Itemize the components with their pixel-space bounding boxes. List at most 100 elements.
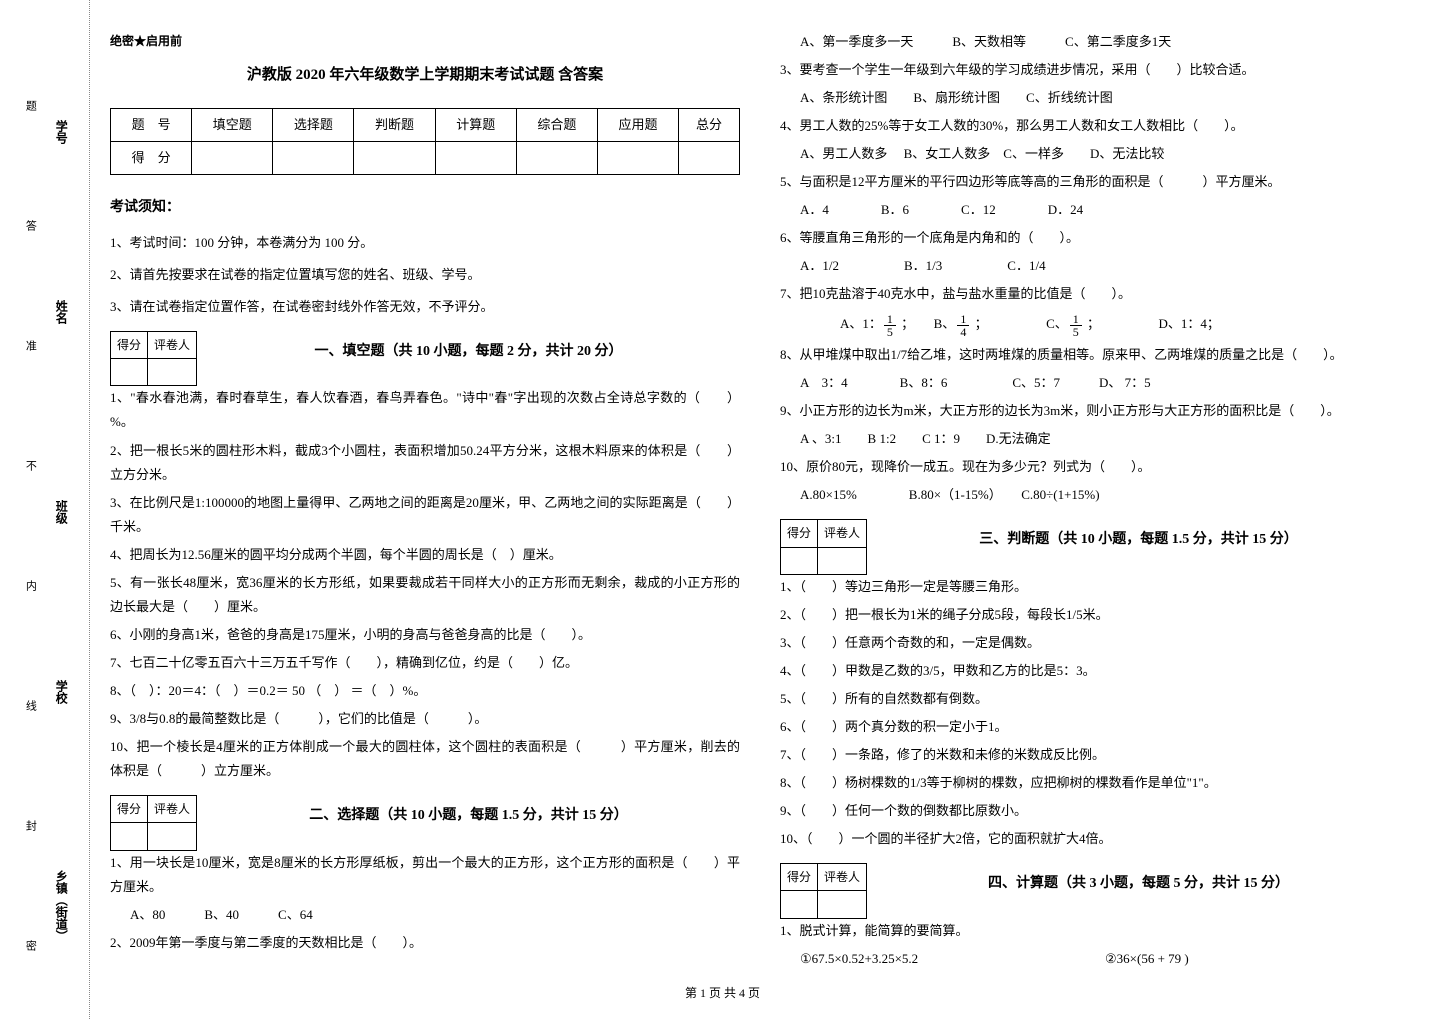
left-column: 绝密★启用前 沪教版 2020 年六年级数学上学期期末考试试题 含答案 题 号 … xyxy=(110,30,740,971)
fraction: 14 xyxy=(957,313,969,338)
right-column: A、第一季度多一天 B、天数相等 C、第二季度多1天 3、要考查一个学生一年级到… xyxy=(780,30,1410,971)
question: 1、（ ）等边三角形一定是等腰三角形。 xyxy=(780,575,1410,599)
score-label: 得分 xyxy=(781,864,818,891)
table-cell: 综合题 xyxy=(516,108,597,141)
table-row: 题 号 填空题 选择题 判断题 计算题 综合题 应用题 总分 xyxy=(111,108,740,141)
grader-cell xyxy=(148,359,197,386)
section-score-box: 得分评卷人 xyxy=(110,331,197,386)
question: 10、（ ）一个圆的半径扩大2倍，它的面积就扩大4倍。 xyxy=(780,827,1410,851)
section-header: 得分评卷人 三、判断题（共 10 小题，每题 1.5 分，共计 15 分） xyxy=(780,519,1410,574)
table-cell xyxy=(435,141,516,174)
question: 2、（ ）把一根长为1米的绳子分成5段，每段长1/5米。 xyxy=(780,603,1410,627)
table-cell xyxy=(679,141,740,174)
section-header: 得分评卷人 一、填空题（共 10 小题，每题 2 分，共计 20 分） xyxy=(110,331,740,386)
binding-label: 乡镇（街道） xyxy=(50,870,72,942)
secret-label: 绝密★启用前 xyxy=(110,30,740,52)
binding-label: 学校 xyxy=(50,680,72,704)
question: 5、（ ）所有的自然数都有倒数。 xyxy=(780,687,1410,711)
question: 9、小正方形的边长为m米，大正方形的边长为3m米，则小正方形与大正方形的面积比是… xyxy=(780,399,1410,423)
grader-label: 评卷人 xyxy=(818,864,867,891)
question: 9、（ ）任何一个数的倒数都比原数小。 xyxy=(780,799,1410,823)
question: 3、在比例尺是1:100000的地图上量得甲、乙两地之间的距离是20厘米，甲、乙… xyxy=(110,491,740,539)
question: 2、把一根长5米的圆柱形木料，截成3个小圆柱，表面积增加50.24平方分米，这根… xyxy=(110,439,740,487)
question: 4、男工人数的25%等于女工人数的30%，那么男工人数和女工人数相比（ ）。 xyxy=(780,114,1410,138)
question: 6、（ ）两个真分数的积一定小于1。 xyxy=(780,715,1410,739)
section-title: 三、判断题（共 10 小题，每题 1.5 分，共计 15 分） xyxy=(867,527,1410,553)
question: 9、3/8与0.8的最简整数比是（ ），它们的比值是（ ）。 xyxy=(110,707,740,731)
section-score-box: 得分评卷人 xyxy=(780,863,867,918)
options: A、1：15 ； B、14 ； C、15 ； D、1：4； xyxy=(780,310,1410,339)
section-header: 得分评卷人 二、选择题（共 10 小题，每题 1.5 分，共计 15 分） xyxy=(110,795,740,850)
question: 7、七百二十亿零五百六十三万五千写作（ ），精确到亿位，约是（ ）亿。 xyxy=(110,651,740,675)
section-score-box: 得分评卷人 xyxy=(110,795,197,850)
binding-label: 学号 xyxy=(50,120,72,144)
opt-c-pre: ； C、 xyxy=(975,316,1068,331)
seal-char: 密 xyxy=(20,940,40,951)
options: A．1/2 B．1/3 C．1/4 xyxy=(780,254,1410,278)
question: 2、2009年第一季度与第二季度的天数相比是（ ）。 xyxy=(110,931,740,955)
opt-d: ； D、1：4； xyxy=(1087,316,1220,331)
table-cell xyxy=(516,141,597,174)
question: 8、（ ）杨树棵数的1/3等于柳树的棵数，应把柳树的棵数看作是单位"1"。 xyxy=(780,771,1410,795)
question: 3、（ ）任意两个奇数的和，一定是偶数。 xyxy=(780,631,1410,655)
options: A、第一季度多一天 B、天数相等 C、第二季度多1天 xyxy=(780,30,1410,54)
seal-char: 题 xyxy=(20,100,40,111)
seal-char: 内 xyxy=(20,580,40,591)
options: A、80 B、40 C、64 xyxy=(110,903,740,927)
seal-char: 封 xyxy=(20,820,40,831)
question: 5、与面积是12平方厘米的平行四边形等底等高的三角形的面积是（ ）平方厘米。 xyxy=(780,170,1410,194)
question: 4、把周长为12.56厘米的圆平均分成两个半圆，每个半圆的周长是（ ）厘米。 xyxy=(110,543,740,567)
score-cell xyxy=(781,547,818,574)
table-cell: 得 分 xyxy=(111,141,192,174)
binding-margin: 乡镇（街道） 学校 班级 姓名 学号 密 封 线 内 不 准 答 题 xyxy=(0,0,90,1019)
table-cell xyxy=(192,141,273,174)
notice-item: 1、考试时间：100 分钟，本卷满分为 100 分。 xyxy=(110,231,740,255)
grader-label: 评卷人 xyxy=(818,520,867,547)
score-cell xyxy=(111,823,148,850)
question: 3、要考查一个学生一年级到六年级的学习成绩进步情况，采用（ ）比较合适。 xyxy=(780,58,1410,82)
options: A、条形统计图 B、扇形统计图 C、折线统计图 xyxy=(780,86,1410,110)
grader-cell xyxy=(818,891,867,918)
table-cell: 题 号 xyxy=(111,108,192,141)
options: A．4 B．6 C．12 D．24 xyxy=(780,198,1410,222)
table-cell xyxy=(354,141,435,174)
grader-label: 评卷人 xyxy=(148,796,197,823)
opt-b-pre: ； B、 xyxy=(901,316,955,331)
table-cell: 选择题 xyxy=(273,108,354,141)
binding-label: 姓名 xyxy=(50,300,72,324)
table-cell: 应用题 xyxy=(597,108,678,141)
table-cell: 计算题 xyxy=(435,108,516,141)
question: 1、脱式计算，能简算的要简算。 xyxy=(780,919,1410,943)
table-cell xyxy=(597,141,678,174)
options: A.80×15% B.80×（1-15%） C.80÷(1+15%) xyxy=(780,483,1410,507)
question: 1、用一块长是10厘米，宽是8厘米的长方形厚纸板，剪出一个最大的正方形，这个正方… xyxy=(110,851,740,899)
page-content: 绝密★启用前 沪教版 2020 年六年级数学上学期期末考试试题 含答案 题 号 … xyxy=(110,30,1420,971)
table-cell: 判断题 xyxy=(354,108,435,141)
question: 6、等腰直角三角形的一个底角是内角和的（ ）。 xyxy=(780,226,1410,250)
question: 5、有一张长48厘米，宽36厘米的长方形纸，如果要裁成若干同样大小的正方形而无剩… xyxy=(110,571,740,619)
table-row: 得 分 xyxy=(111,141,740,174)
question: 6、小刚的身高1米，爸爸的身高是175厘米，小明的身高与爸爸身高的比是（ ）。 xyxy=(110,623,740,647)
seal-char: 答 xyxy=(20,220,40,231)
score-cell xyxy=(781,891,818,918)
seal-char: 准 xyxy=(20,340,40,351)
score-label: 得分 xyxy=(781,520,818,547)
seal-char: 线 xyxy=(20,700,40,711)
fraction: 15 xyxy=(884,313,896,338)
section-header: 得分评卷人 四、计算题（共 3 小题，每题 5 分，共计 15 分） xyxy=(780,863,1410,918)
question: 7、把10克盐溶于40克水中，盐与盐水重量的比值是（ ）。 xyxy=(780,282,1410,306)
section-title: 四、计算题（共 3 小题，每题 5 分，共计 15 分） xyxy=(867,871,1410,897)
calc-row: ①67.5×0.52+3.25×5.2 ②36×(56 + 79 ) xyxy=(780,947,1410,971)
table-cell: 填空题 xyxy=(192,108,273,141)
options: A 、3:1 B 1:2 C 1：9 D.无法确定 xyxy=(780,427,1410,451)
grader-cell xyxy=(818,547,867,574)
table-cell: 总分 xyxy=(679,108,740,141)
grader-label: 评卷人 xyxy=(148,332,197,359)
question: 7、（ ）一条路，修了的米数和未修的米数成反比例。 xyxy=(780,743,1410,767)
question: 4、（ ）甲数是乙数的3/5，甲数和乙方的比是5：3。 xyxy=(780,659,1410,683)
notice-item: 3、请在试卷指定位置作答，在试卷密封线外作答无效，不予评分。 xyxy=(110,295,740,319)
section-title: 一、填空题（共 10 小题，每题 2 分，共计 20 分） xyxy=(197,339,740,365)
page-footer: 第 1 页 共 4 页 xyxy=(0,982,1445,1004)
score-table: 题 号 填空题 选择题 判断题 计算题 综合题 应用题 总分 得 分 xyxy=(110,108,740,175)
question: 10、把一个棱长是4厘米的正方体削成一个最大的圆柱体，这个圆柱的表面积是（ ）平… xyxy=(110,735,740,783)
